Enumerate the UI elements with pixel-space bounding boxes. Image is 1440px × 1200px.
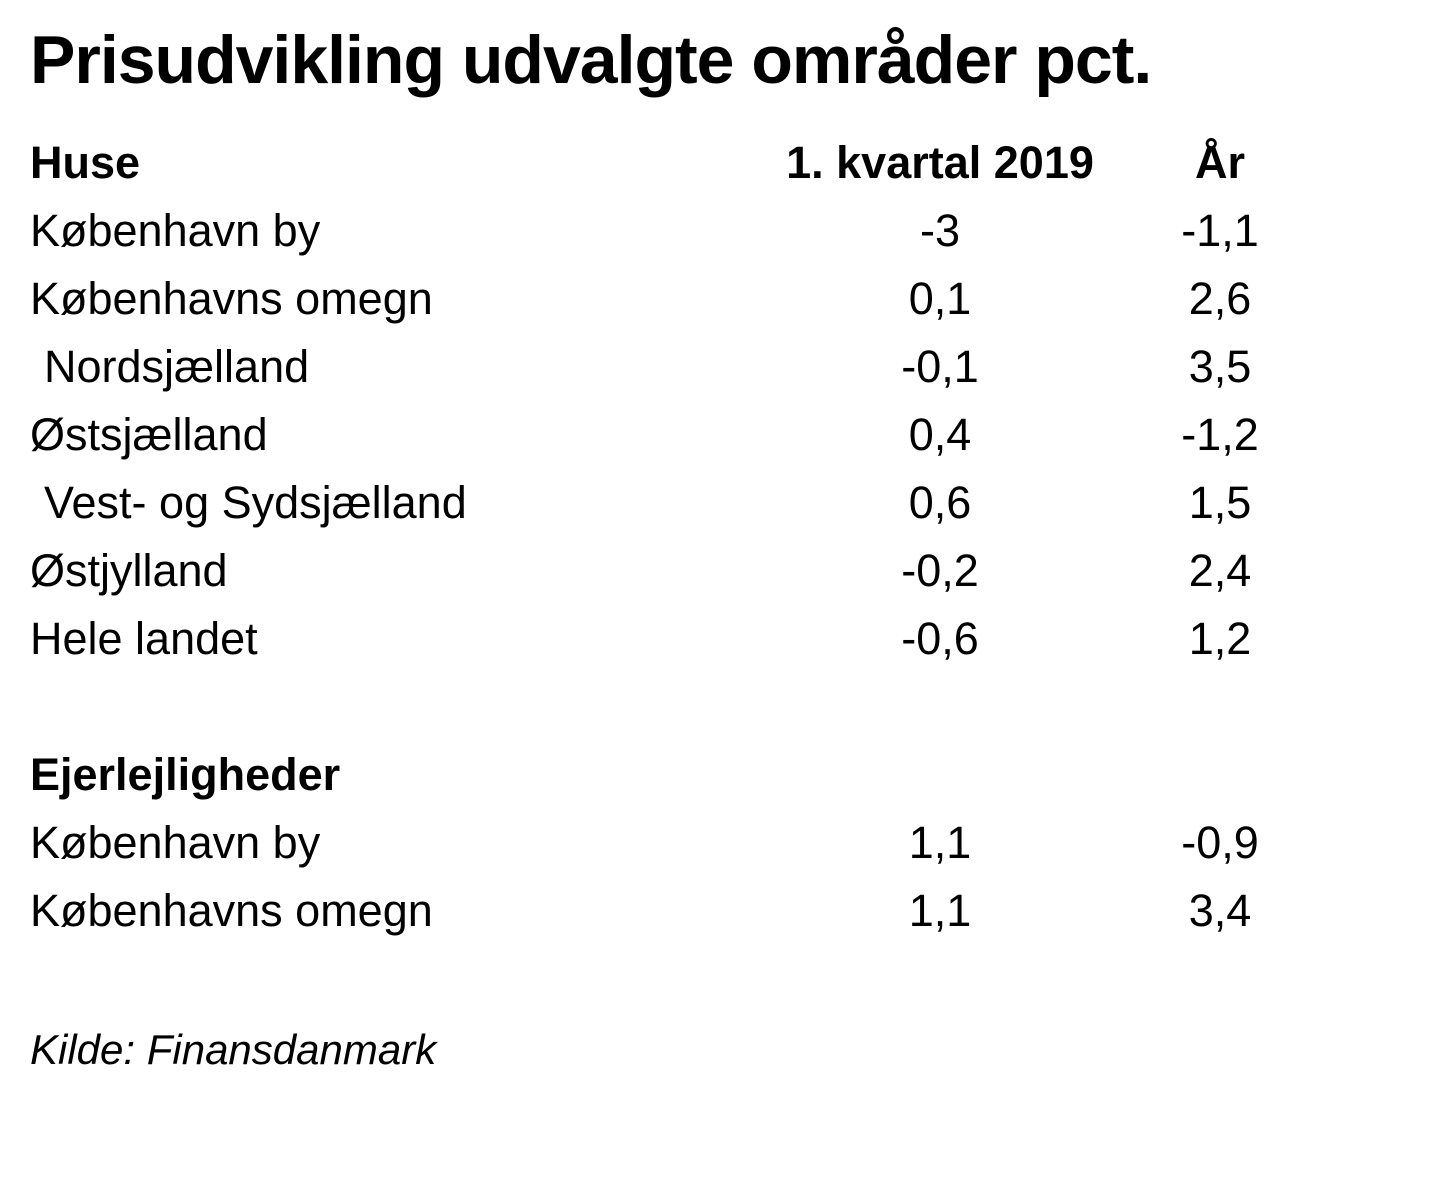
- quarter-value: 0,6: [908, 476, 972, 528]
- row-label: Nordsjælland: [44, 340, 310, 392]
- quarter-value: 0,1: [908, 272, 972, 324]
- row-label: København by: [30, 204, 321, 256]
- year-value: -1,1: [1181, 204, 1259, 256]
- year-value: 2,4: [1188, 544, 1252, 596]
- year-value: 3,4: [1188, 884, 1252, 936]
- spacer-row: [30, 672, 1330, 740]
- row-label: Københavns omegn: [30, 884, 433, 936]
- year-value: 2,6: [1188, 272, 1252, 324]
- row-label: Østjylland: [30, 544, 228, 596]
- year-value: 1,2: [1188, 612, 1252, 664]
- section-header-ejerlejligheder: Ejerlejligheder: [30, 748, 341, 800]
- year-value: -1,2: [1181, 408, 1259, 460]
- empty-cell: [770, 740, 1110, 808]
- row-label: Østsjælland: [30, 408, 268, 460]
- quarter-value: 1,1: [908, 884, 972, 936]
- row-label: Hele landet: [30, 612, 258, 664]
- year-value: -0,9: [1181, 816, 1259, 868]
- quarter-value: -0,6: [901, 612, 979, 664]
- empty-cell: [1110, 740, 1330, 808]
- quarter-value: -3: [919, 204, 960, 256]
- quarter-value: 0,4: [908, 408, 972, 460]
- quarter-value: 1,1: [908, 816, 972, 868]
- source-note: Kilde: Finansdanmark: [30, 1026, 437, 1074]
- quarter-value: -0,1: [901, 340, 979, 392]
- quarter-value: -0,2: [901, 544, 979, 596]
- row-label: Københavns omegn: [30, 272, 433, 324]
- column-header-year: År: [1194, 136, 1245, 188]
- page-title: Prisudvikling udvalgte områder pct.: [30, 22, 1152, 98]
- year-value: 1,5: [1188, 476, 1252, 528]
- column-header-huse: Huse: [30, 136, 141, 188]
- row-label: Vest- og Sydsjælland: [44, 476, 467, 528]
- year-value: 3,5: [1188, 340, 1252, 392]
- price-table: Huse 1. kvartal 2019 År København by -3 …: [30, 128, 1440, 944]
- row-label: København by: [30, 816, 321, 868]
- column-header-quarter: 1. kvartal 2019: [786, 136, 1094, 188]
